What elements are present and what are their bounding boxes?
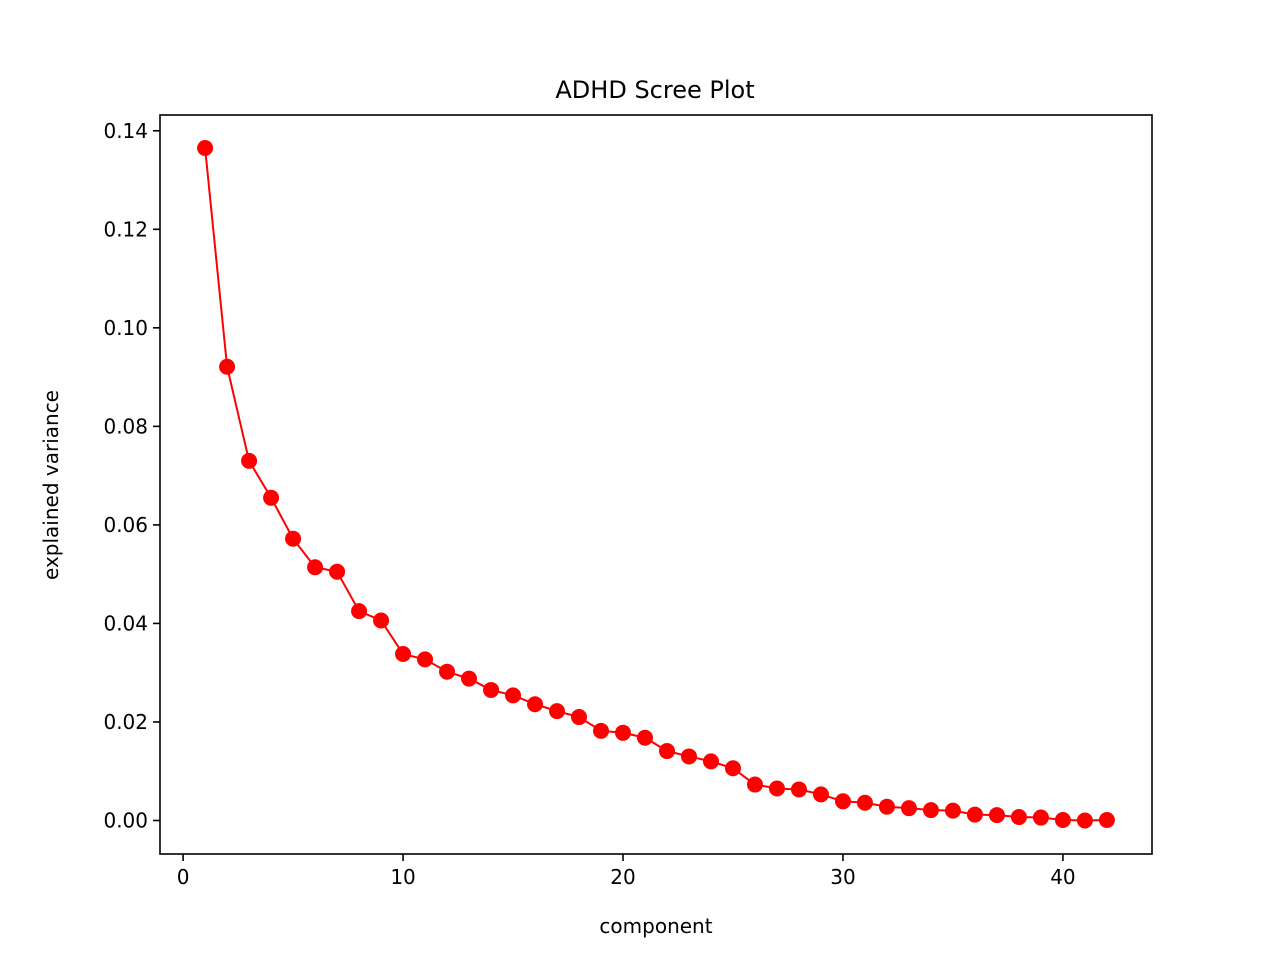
data-point (549, 703, 566, 720)
data-point (637, 729, 654, 746)
data-point (329, 563, 346, 580)
data-point (1098, 812, 1115, 829)
data-point (988, 807, 1005, 824)
data-point (812, 786, 829, 803)
plot-area (197, 140, 1115, 829)
data-point (1076, 812, 1093, 829)
x-axis-label: component (599, 914, 712, 938)
data-point (966, 806, 983, 823)
x-tick-label: 0 (177, 865, 190, 889)
data-point (395, 645, 412, 662)
data-point (307, 559, 324, 576)
data-point (461, 670, 478, 687)
x-tick-label: 20 (610, 865, 635, 889)
data-point (680, 748, 697, 765)
data-point (944, 802, 961, 819)
data-point (373, 612, 390, 629)
data-point (1054, 812, 1071, 829)
data-point (483, 681, 500, 698)
data-point (241, 452, 258, 469)
data-point (658, 743, 675, 760)
data-point (197, 140, 214, 157)
data-point (439, 663, 456, 680)
data-point (285, 530, 302, 547)
y-tick-label: 0.10 (103, 316, 148, 340)
y-tick-label: 0.02 (103, 710, 148, 734)
data-point (878, 798, 895, 815)
data-point (834, 793, 851, 810)
data-point (351, 603, 368, 620)
data-point (1032, 809, 1049, 826)
y-axis-ticks: 0.00 0.02 0.04 0.06 0.08 0.10 0.12 0.14 (103, 119, 160, 832)
y-tick-label: 0.06 (103, 513, 148, 537)
data-point (263, 489, 280, 506)
data-point (856, 794, 873, 811)
x-axis-ticks: 0 10 20 30 40 (177, 854, 1076, 889)
y-tick-label: 0.12 (103, 217, 148, 241)
y-tick-label: 0.00 (103, 808, 148, 832)
data-point (790, 781, 807, 798)
data-point (724, 760, 741, 777)
axes-frame (159, 114, 1153, 855)
y-tick-label: 0.14 (103, 119, 148, 143)
data-point (768, 780, 785, 797)
data-point (1010, 809, 1027, 826)
data-point (417, 651, 434, 668)
x-tick-label: 30 (830, 865, 855, 889)
data-point (746, 776, 763, 793)
chart-title: ADHD Scree Plot (555, 76, 754, 104)
data-point (702, 753, 719, 770)
data-point (900, 800, 917, 817)
data-point (505, 687, 522, 704)
y-axis-label: explained variance (39, 390, 63, 580)
y-tick-label: 0.04 (103, 611, 148, 635)
data-point (219, 358, 236, 375)
data-point (922, 802, 939, 819)
data-point (593, 722, 610, 739)
y-tick-label: 0.08 (103, 414, 148, 438)
data-point (527, 696, 544, 713)
data-point (615, 724, 632, 741)
data-point (571, 709, 588, 726)
x-tick-label: 10 (390, 865, 415, 889)
x-tick-label: 40 (1050, 865, 1075, 889)
